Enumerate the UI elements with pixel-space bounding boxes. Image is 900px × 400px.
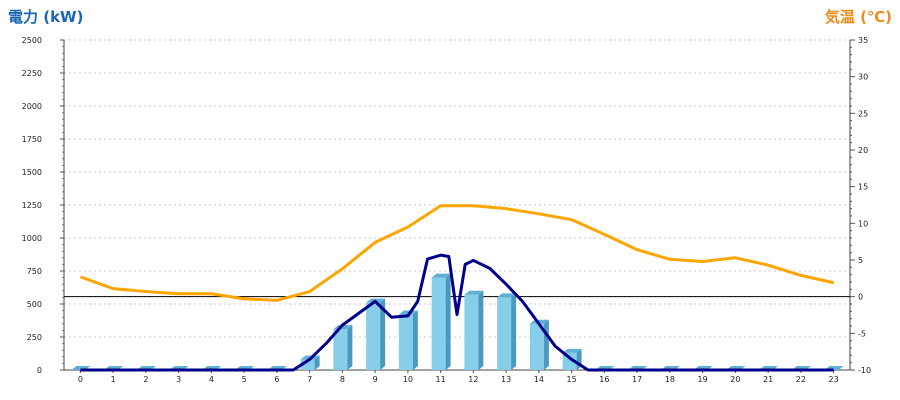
x-axis-tick-label: 18 xyxy=(665,375,675,384)
x-axis-tick-label: 21 xyxy=(763,375,773,384)
left-axis-tick-label: 750 xyxy=(27,267,42,276)
x-axis-tick-label: 6 xyxy=(274,375,279,384)
left-axis-tick-label: 1500 xyxy=(22,168,42,177)
x-axis-tick-label: 9 xyxy=(373,375,378,384)
left-axis-title: 電力 (kW) xyxy=(8,8,84,26)
bar-top xyxy=(431,273,451,278)
x-axis-tick-label: 14 xyxy=(534,375,544,384)
bar-top xyxy=(497,293,517,298)
right-axis-tick-label: 30 xyxy=(858,73,868,82)
left-axis-tick-label: 0 xyxy=(37,366,42,375)
x-axis-tick-label: 12 xyxy=(468,375,478,384)
x-axis-tick-label: 1 xyxy=(111,375,116,384)
bar-front xyxy=(300,359,315,370)
x-axis-tick-label: 5 xyxy=(242,375,247,384)
left-axis-tick-label: 2000 xyxy=(22,102,42,111)
left-axis-tick-label: 2500 xyxy=(22,36,42,45)
temperature-line xyxy=(79,204,834,302)
bar-side xyxy=(314,355,320,370)
right-axis-tick-label: 5 xyxy=(858,256,863,265)
bar-side xyxy=(543,319,549,370)
right-axis-tick-label: -5 xyxy=(858,329,866,338)
bar-top xyxy=(464,290,484,295)
bar xyxy=(398,310,418,370)
bar-front xyxy=(398,314,413,370)
right-axis-tick-label: 20 xyxy=(858,146,868,155)
bar-top xyxy=(562,348,582,353)
x-axis-tick-label: 3 xyxy=(176,375,181,384)
left-axis-tick-label: 1000 xyxy=(22,234,42,243)
bar-side xyxy=(380,298,386,370)
x-axis-tick-label: 16 xyxy=(599,375,609,384)
bar-front xyxy=(431,277,446,370)
x-axis-tick-label: 11 xyxy=(436,375,446,384)
bar xyxy=(366,298,386,370)
x-axis-tick-label: 7 xyxy=(307,375,312,384)
x-axis-tick-label: 20 xyxy=(730,375,740,384)
power-line xyxy=(80,253,834,372)
left-axis-tick-label: 1250 xyxy=(22,201,42,210)
x-axis-tick-label: 4 xyxy=(209,375,214,384)
right-axis-tick-label: 35 xyxy=(858,36,868,45)
bar xyxy=(529,319,549,370)
x-axis-tick-label: 19 xyxy=(698,375,708,384)
x-axis-tick-label: 17 xyxy=(632,375,642,384)
bar xyxy=(333,325,353,370)
bar-side xyxy=(511,293,517,370)
bar xyxy=(497,293,517,370)
right-axis-tick-label: 25 xyxy=(858,109,868,118)
x-axis-tick-label: 10 xyxy=(403,375,413,384)
right-axis-tick-label: 0 xyxy=(858,293,863,302)
x-axis-tick-label: 15 xyxy=(567,375,577,384)
bar xyxy=(464,290,484,370)
right-axis-tick-label: -10 xyxy=(858,366,871,375)
bar xyxy=(562,348,582,370)
bar-side xyxy=(478,290,484,370)
x-axis-tick-label: 8 xyxy=(340,375,345,384)
bar-front xyxy=(366,302,381,370)
x-axis-tick-label: 23 xyxy=(829,375,839,384)
bar-top xyxy=(529,319,549,324)
bar-side xyxy=(445,273,451,370)
right-axis-tick-label: 10 xyxy=(858,219,868,228)
x-axis-tick-label: 0 xyxy=(78,375,83,384)
x-axis-tick-label: 22 xyxy=(796,375,806,384)
right-axis-tick-label: 15 xyxy=(858,183,868,192)
bar-front xyxy=(562,352,577,370)
x-axis-tick-label: 13 xyxy=(501,375,511,384)
left-axis-tick-label: 500 xyxy=(27,300,42,309)
bar-front xyxy=(529,323,544,370)
bar-front xyxy=(497,297,512,370)
left-axis-tick-label: 1750 xyxy=(22,135,42,144)
x-axis-tick-label: 2 xyxy=(143,375,148,384)
bar-front xyxy=(464,294,479,370)
left-axis-tick-label: 2250 xyxy=(22,69,42,78)
bar-side xyxy=(412,310,418,370)
right-axis-title: 気温 (℃) xyxy=(824,8,892,26)
bar-front xyxy=(333,329,348,370)
bar-side xyxy=(347,325,353,370)
bar xyxy=(431,273,451,370)
left-axis-tick-label: 250 xyxy=(27,333,42,342)
